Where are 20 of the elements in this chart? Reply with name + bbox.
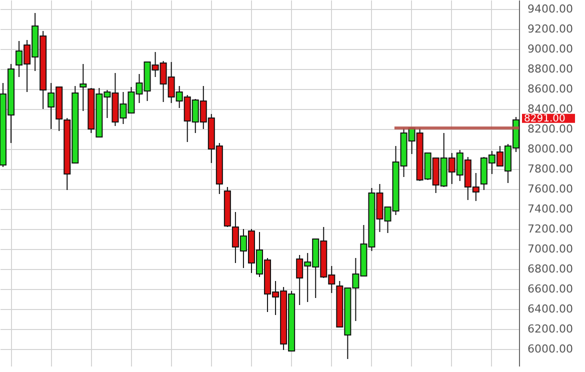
y-tick-label: 9400.00 — [528, 2, 573, 16]
y-tick-label: 7800.00 — [528, 162, 573, 176]
y-tick-label: 7600.00 — [528, 182, 573, 196]
y-tick-label: 8600.00 — [528, 82, 573, 96]
y-tick-label: 6200.00 — [528, 322, 573, 336]
y-tick-label: 9200.00 — [528, 22, 573, 36]
y-tick-label: 6400.00 — [528, 302, 573, 316]
y-tick-label: 8800.00 — [528, 62, 573, 76]
y-tick-label: 9000.00 — [528, 42, 573, 56]
text: 8291.00 — [524, 113, 566, 124]
y-tick-label: 8400.00 — [528, 102, 573, 116]
y-tick-label: 7400.00 — [528, 202, 573, 216]
y-tick-label: 6000.00 — [528, 342, 573, 356]
y-tick-label: 6600.00 — [528, 282, 573, 296]
candlestick — [80, 64, 87, 112]
y-tick-label: 6800.00 — [528, 262, 573, 276]
y-tick-label: 8200.00 — [528, 122, 573, 136]
y-tick-label: 7200.00 — [528, 222, 573, 236]
y-tick-label: 8000.00 — [528, 142, 573, 156]
y-tick-label: 7000.00 — [528, 242, 573, 256]
